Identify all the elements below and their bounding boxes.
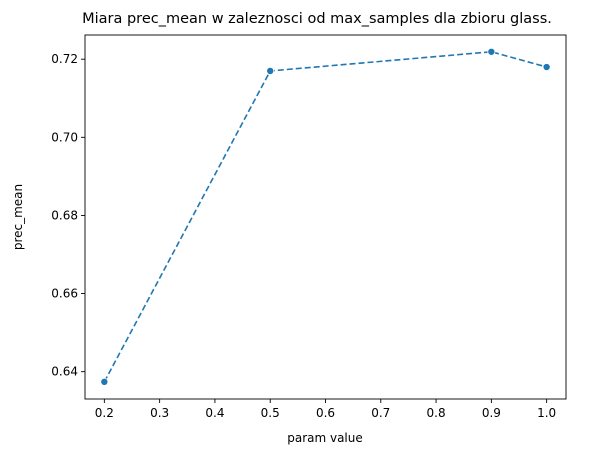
data-point — [542, 63, 551, 72]
y-tick-label: 0.70 — [51, 130, 78, 144]
data-markers — [100, 47, 551, 386]
y-axis-label: prec_mean — [11, 184, 25, 250]
y-tick-label: 0.66 — [51, 287, 78, 301]
chart-title: Miara prec_mean w zaleznosci od max_samp… — [82, 11, 552, 27]
y-tick-label: 0.72 — [51, 52, 78, 66]
x-axis-label: param value — [287, 431, 363, 445]
y-tick-label: 0.64 — [51, 365, 78, 379]
data-point — [100, 377, 109, 386]
y-axis: 0.64 0.66 0.68 0.70 0.72 — [51, 52, 85, 379]
x-tick-label: 0.6 — [316, 406, 335, 420]
x-tick-label: 0.3 — [150, 406, 169, 420]
x-tick-label: 0.9 — [482, 406, 501, 420]
x-tick-label: 0.2 — [95, 406, 114, 420]
x-tick-label: 0.7 — [371, 406, 390, 420]
x-tick-label: 0.4 — [205, 406, 224, 420]
data-point — [266, 66, 275, 75]
y-tick-label: 0.68 — [51, 208, 78, 222]
x-tick-label: 0.5 — [261, 406, 280, 420]
plot-area-frame — [84, 34, 567, 400]
data-point — [487, 47, 496, 56]
x-tick-label: 1.0 — [537, 406, 556, 420]
x-tick-label: 0.8 — [427, 406, 446, 420]
x-axis: 0.2 0.3 0.4 0.5 0.6 0.7 0.8 0.9 1.0 — [95, 399, 556, 420]
prec-mean-series-line — [103, 50, 547, 383]
